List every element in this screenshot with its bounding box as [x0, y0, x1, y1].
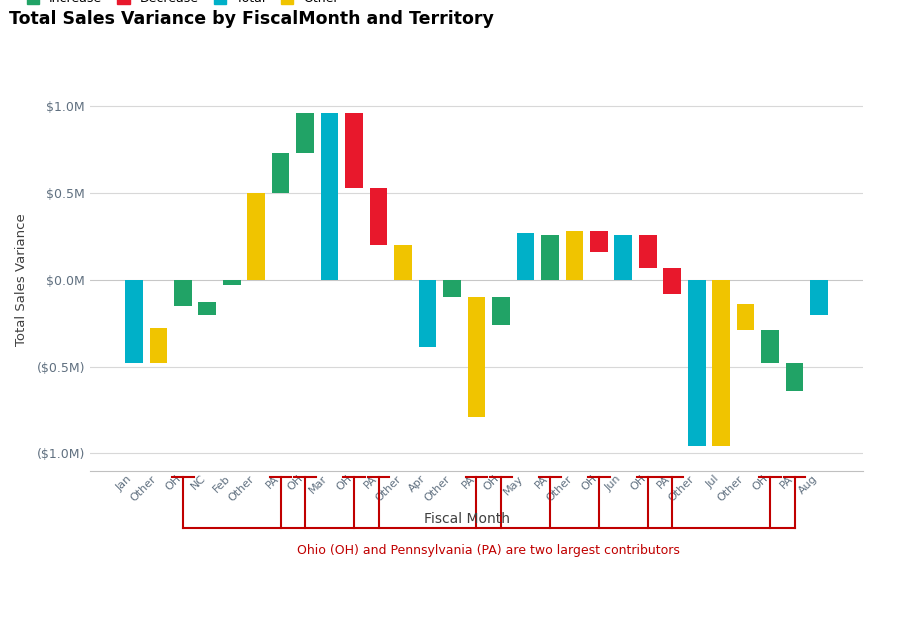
Bar	[761, 330, 779, 363]
Bar	[443, 280, 461, 297]
Bar	[271, 153, 289, 193]
Bar	[369, 188, 387, 245]
Bar	[297, 113, 314, 153]
Text: Fiscal Month: Fiscal Month	[424, 512, 511, 526]
Bar	[395, 245, 412, 280]
Bar	[223, 280, 241, 285]
Bar	[688, 280, 706, 446]
Bar	[345, 113, 363, 188]
Legend: Increase, Decrease, Total, Other: Increase, Decrease, Total, Other	[27, 0, 339, 5]
Text: Ohio (OH) and Pennsylvania (PA) are two largest contributors: Ohio (OH) and Pennsylvania (PA) are two …	[298, 544, 681, 556]
Bar	[639, 235, 656, 268]
Bar	[810, 280, 828, 315]
Bar	[786, 363, 804, 391]
Bar	[174, 280, 191, 306]
Bar	[199, 302, 216, 315]
Bar	[737, 304, 754, 330]
Bar	[565, 232, 583, 280]
Bar	[712, 280, 730, 446]
Bar	[663, 268, 681, 294]
Bar	[247, 193, 265, 280]
Bar	[492, 297, 510, 325]
Y-axis label: Total Sales Variance: Total Sales Variance	[15, 214, 28, 346]
Bar	[467, 297, 485, 417]
Bar	[541, 235, 558, 280]
Bar	[517, 233, 534, 280]
Bar	[149, 328, 167, 363]
Bar	[590, 232, 608, 252]
Bar	[125, 280, 143, 363]
Bar	[321, 113, 338, 280]
Bar	[615, 235, 632, 280]
Bar	[419, 280, 436, 347]
Text: Total Sales Variance by FiscalMonth and Territory: Total Sales Variance by FiscalMonth and …	[9, 10, 494, 27]
